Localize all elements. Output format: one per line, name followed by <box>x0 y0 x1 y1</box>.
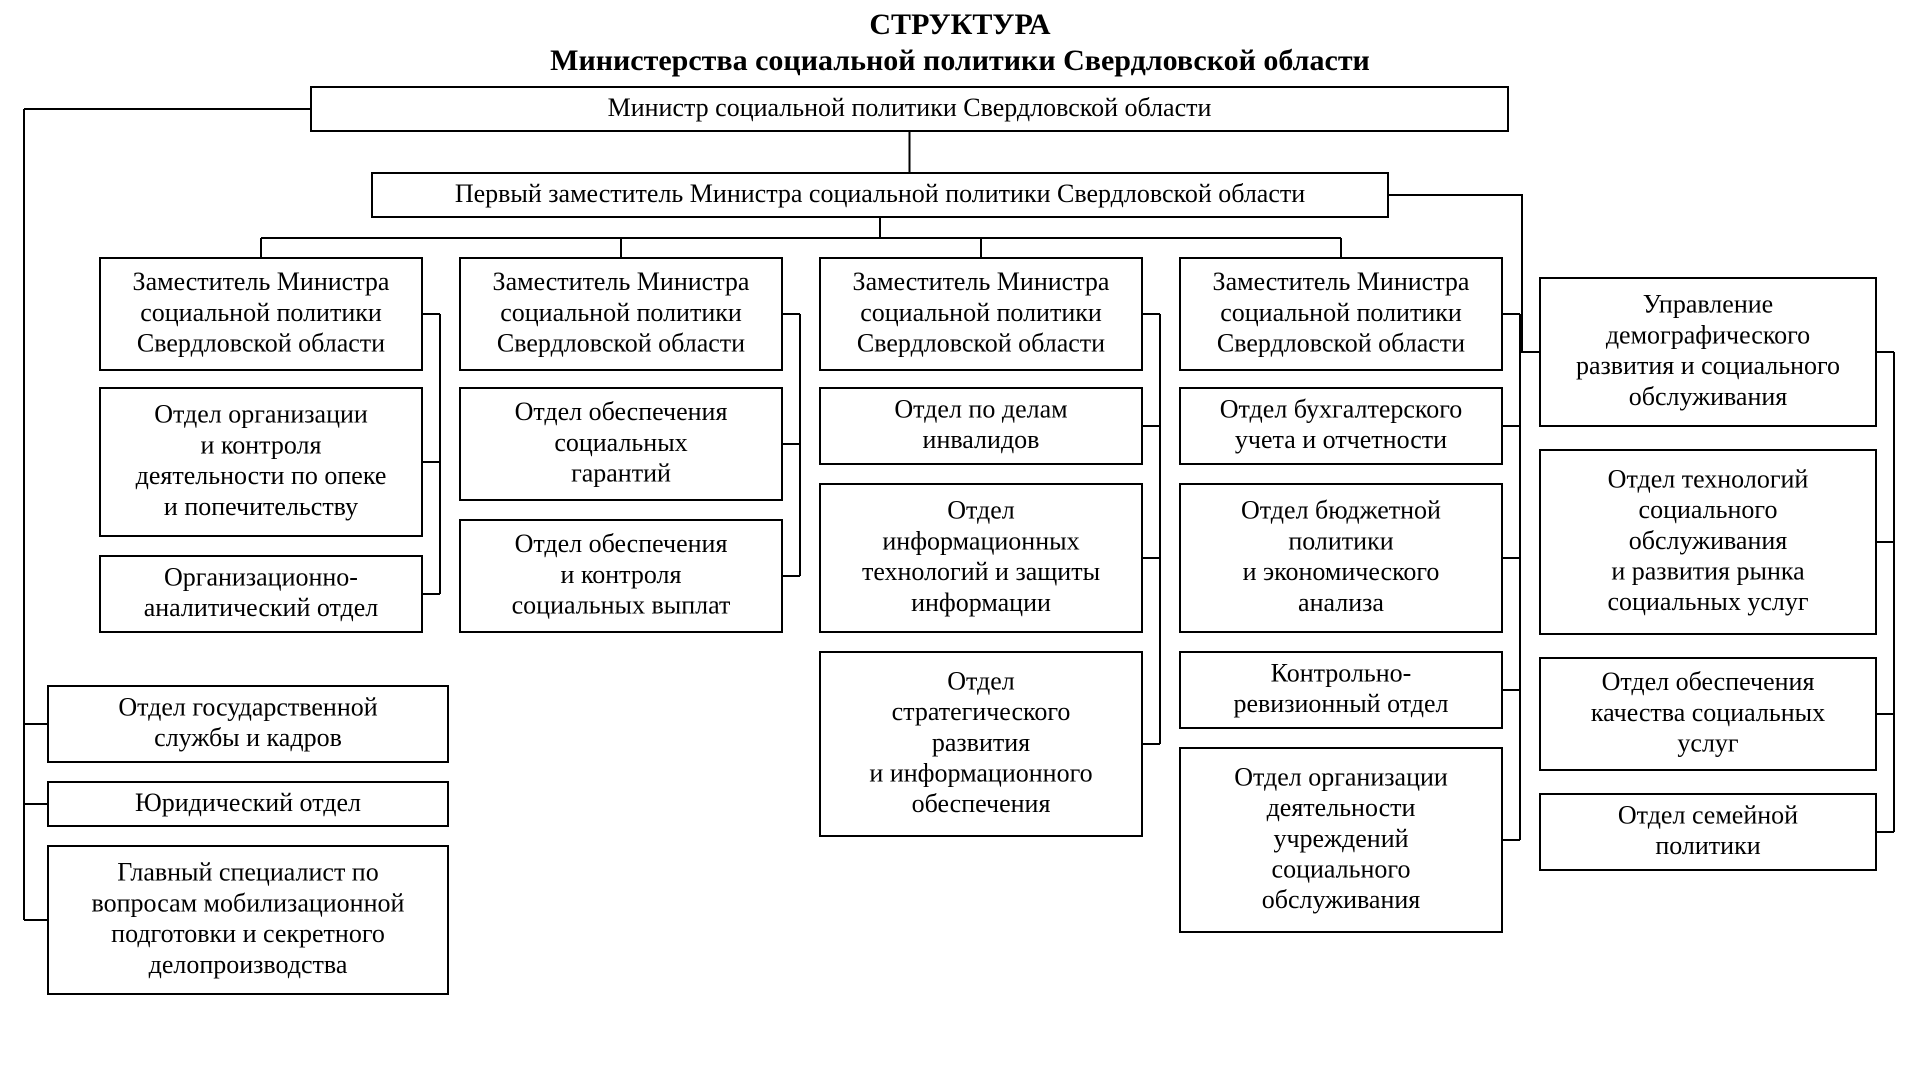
node-dep4_a-label: Отдел бухгалтерского <box>1220 394 1462 423</box>
node-dep2_a-label: социальных <box>554 428 687 457</box>
node-dep1_a-label: деятельности по опеке <box>136 461 387 490</box>
node-dep4_c: Контрольно-ревизионный отдел <box>1180 652 1502 728</box>
node-minister-label: Министр социальной политики Свердловской… <box>608 93 1212 122</box>
node-dep4_d-label: обслуживания <box>1262 885 1421 914</box>
node-right_b-label: обслуживания <box>1629 526 1788 555</box>
node-dep2_b-label: социальных выплат <box>512 590 731 619</box>
node-dep3_c-label: Отдел <box>947 666 1015 695</box>
node-dep4_d-label: социального <box>1272 854 1411 883</box>
node-dep3_b-label: технологий и защиты <box>862 557 1100 586</box>
node-right_b: Отдел технологийсоциальногообслуживанияи… <box>1540 450 1876 634</box>
node-dep4_d-label: деятельности <box>1267 793 1416 822</box>
org-chart: СТРУКТУРАМинистерства социальной политик… <box>0 0 1920 1073</box>
node-dep1_a: Отдел организациии контролядеятельности … <box>100 388 422 536</box>
node-right_d: Отдел семейнойполитики <box>1540 794 1876 870</box>
node-dep2_head: Заместитель Министрасоциальной политикиС… <box>460 258 782 370</box>
node-dep4_head-label: Свердловской области <box>1217 328 1465 357</box>
svg-text:Министерства социальной полити: Министерства социальной политики Свердло… <box>550 44 1370 77</box>
node-dep2_a: Отдел обеспечениясоциальныхгарантий <box>460 388 782 500</box>
node-dep4_a: Отдел бухгалтерскогоучета и отчетности <box>1180 388 1502 464</box>
node-dep1_a-label: и контроля <box>201 430 322 459</box>
node-dep4_d: Отдел организациидеятельностиучрежденийс… <box>1180 748 1502 932</box>
node-right_a-label: обслуживания <box>1629 382 1788 411</box>
node-dep1_a-label: Отдел организации <box>154 400 368 429</box>
node-right_a-label: развития и социального <box>1576 351 1840 380</box>
node-dep4_head-label: Заместитель Министра <box>1213 267 1470 296</box>
node-dep4_d-label: учреждений <box>1273 824 1408 853</box>
node-dep3_b-label: информации <box>911 588 1051 617</box>
node-dep2_b-label: и контроля <box>561 560 682 589</box>
node-dep2_a-label: гарантий <box>571 458 671 487</box>
node-right_b-label: и развития рынка <box>1611 556 1805 585</box>
node-dep3_head: Заместитель Министрасоциальной политикиС… <box>820 258 1142 370</box>
node-dep3_head-label: Заместитель Министра <box>853 267 1110 296</box>
node-dep4_b-label: Отдел бюджетной <box>1241 496 1441 525</box>
node-left_c-label: делопроизводства <box>149 950 348 979</box>
node-right_a-label: демографического <box>1606 320 1810 349</box>
node-dep3_a-label: Отдел по делам <box>894 394 1067 423</box>
node-right_a-label: Управление <box>1643 290 1773 319</box>
node-dep1_head-label: социальной политики <box>140 298 382 327</box>
node-right_a: Управлениедемографическогоразвития и соц… <box>1540 278 1876 426</box>
node-right_b-label: Отдел технологий <box>1608 464 1809 493</box>
node-right_d-label: Отдел семейной <box>1618 800 1798 829</box>
node-dep4_b: Отдел бюджетнойполитикии экономическогоа… <box>1180 484 1502 632</box>
node-dep2_b: Отдел обеспеченияи контролясоциальных вы… <box>460 520 782 632</box>
node-right_c-label: качества социальных <box>1591 698 1825 727</box>
node-dep3_head-label: Свердловской области <box>857 328 1105 357</box>
svg-text:СТРУКТУРА: СТРУКТУРА <box>869 8 1051 41</box>
node-dep2_head-label: Заместитель Министра <box>493 267 750 296</box>
node-left_b-label: Юридический отдел <box>135 788 361 817</box>
node-dep1_b-label: аналитический отдел <box>144 593 379 622</box>
node-dep3_c: Отделстратегическогоразвитияи информацио… <box>820 652 1142 836</box>
node-dep3_a-label: инвалидов <box>923 425 1040 454</box>
node-right_b-label: социальных услуг <box>1607 587 1808 616</box>
node-dep3_c-label: обеспечения <box>912 789 1051 818</box>
node-dep1_a-label: и попечительству <box>164 492 358 521</box>
node-dep4_head: Заместитель Министрасоциальной политикиС… <box>1180 258 1502 370</box>
node-right_b-label: социального <box>1639 495 1778 524</box>
node-dep4_c-label: Контрольно- <box>1271 658 1412 687</box>
node-dep1_b: Организационно-аналитический отдел <box>100 556 422 632</box>
node-left_c-label: вопросам мобилизационной <box>92 888 405 917</box>
node-dep4_d-label: Отдел организации <box>1234 762 1448 791</box>
node-dep2_b-label: Отдел обеспечения <box>515 529 728 558</box>
node-left_a: Отдел государственнойслужбы и кадров <box>48 686 448 762</box>
node-dep4_c-label: ревизионный отдел <box>1233 689 1448 718</box>
node-dep3_c-label: развития <box>932 728 1030 757</box>
node-dep3_b-label: информационных <box>882 526 1079 555</box>
node-dep2_a-label: Отдел обеспечения <box>515 397 728 426</box>
node-dep3_b: Отделинформационныхтехнологий и защитыин… <box>820 484 1142 632</box>
node-right_c: Отдел обеспечениякачества социальныхуслу… <box>1540 658 1876 770</box>
node-left_c: Главный специалист повопросам мобилизаци… <box>48 846 448 994</box>
node-right_d-label: политики <box>1655 831 1760 860</box>
node-right_c-label: Отдел обеспечения <box>1602 667 1815 696</box>
node-left_b: Юридический отдел <box>48 782 448 826</box>
node-dep4_b-label: анализа <box>1298 588 1384 617</box>
node-dep3_c-label: стратегического <box>892 697 1071 726</box>
node-dep3_head-label: социальной политики <box>860 298 1102 327</box>
node-dep3_b-label: Отдел <box>947 496 1015 525</box>
node-dep1_head-label: Свердловской области <box>137 328 385 357</box>
node-dep1_head: Заместитель Министрасоциальной политикиС… <box>100 258 422 370</box>
node-dep1_b-label: Организационно- <box>164 562 358 591</box>
node-first_deputy: Первый заместитель Министра социальной п… <box>372 173 1388 217</box>
node-dep2_head-label: Свердловской области <box>497 328 745 357</box>
node-first_deputy-label: Первый заместитель Министра социальной п… <box>455 179 1305 208</box>
node-right_c-label: услуг <box>1677 728 1738 757</box>
node-dep4_a-label: учета и отчетности <box>1235 425 1447 454</box>
node-dep1_head-label: Заместитель Министра <box>133 267 390 296</box>
node-dep3_c-label: и информационного <box>869 758 1092 787</box>
nodes: Министр социальной политики Свердловской… <box>48 87 1876 994</box>
node-dep4_b-label: политики <box>1288 526 1393 555</box>
node-dep2_head-label: социальной политики <box>500 298 742 327</box>
node-left_c-label: подготовки и секретного <box>111 919 385 948</box>
node-left_a-label: Отдел государственной <box>118 692 377 721</box>
node-dep3_a: Отдел по деламинвалидов <box>820 388 1142 464</box>
node-dep4_head-label: социальной политики <box>1220 298 1462 327</box>
node-left_a-label: службы и кадров <box>154 723 342 752</box>
node-left_c-label: Главный специалист по <box>117 858 378 887</box>
node-dep4_b-label: и экономического <box>1243 557 1440 586</box>
node-minister: Министр социальной политики Свердловской… <box>311 87 1508 131</box>
